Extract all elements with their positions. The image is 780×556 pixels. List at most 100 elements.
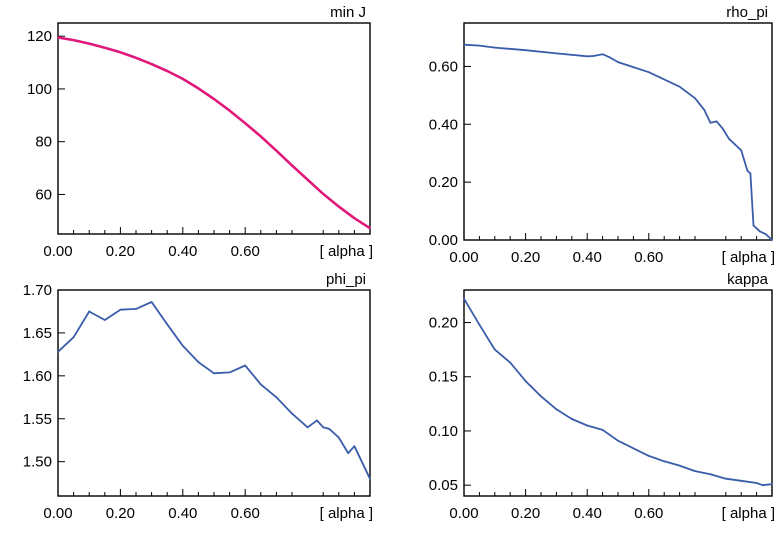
data-point-kappa [755, 482, 758, 484]
data-point-phi-pi [197, 361, 200, 363]
data-point-rho-pi [586, 55, 589, 58]
data-point-min-j [72, 39, 75, 42]
data-point-phi-pi [103, 319, 106, 321]
data-point-min-j [337, 205, 340, 208]
data-point-phi-pi [72, 336, 75, 339]
data-point-rho-pi [555, 52, 558, 55]
data-point-min-j [322, 193, 325, 195]
x-tick-label: 0.20 [106, 505, 135, 522]
data-point-phi-pi [57, 350, 59, 353]
x-tick-label: 0.60 [634, 249, 663, 266]
data-point-kappa [617, 439, 619, 442]
data-point-kappa [771, 483, 773, 485]
data-point-kappa [570, 418, 573, 420]
data-point-kappa [509, 361, 512, 364]
data-point-rho-pi [734, 143, 736, 146]
data-point-rho-pi [601, 53, 604, 56]
x-tick-label: 0.20 [106, 243, 135, 260]
data-point-rho-pi [749, 172, 752, 175]
data-point-kappa [478, 323, 481, 326]
y-tick-label: 1.70 [23, 282, 52, 299]
data-point-rho-pi [607, 55, 610, 58]
y-tick-label: 0.15 [429, 369, 458, 386]
data-point-min-j [119, 51, 122, 54]
data-point-min-j [291, 164, 293, 167]
data-point-min-j [259, 135, 262, 138]
data-point-rho-pi [752, 224, 755, 227]
data-point-min-j [369, 227, 371, 230]
data-point-kappa [493, 348, 496, 351]
data-point-min-j [275, 149, 278, 152]
x-axis-label: [ alpha ] [320, 243, 373, 260]
data-point-phi-pi [259, 383, 262, 386]
data-point-phi-pi [228, 371, 231, 374]
x-tick-label: 0.00 [43, 243, 72, 260]
series-line-phi-pi [57, 301, 371, 480]
panel-kappa: 0.00 0.20 0.40 0.60 [ alpha ] 0.05 0.10 0.15 0.2… [429, 271, 775, 522]
plot-frame [57, 22, 371, 235]
data-point-min-j [57, 36, 59, 39]
panel-rho-pi: 0.00 0.20 0.40 0.60 [ alpha ] 0.00 0.20 0.40 0.6… [429, 4, 775, 266]
y-tick-label: 1.50 [23, 454, 52, 471]
data-point-phi-pi [347, 452, 350, 454]
y-tick-label: 1.60 [23, 368, 52, 385]
data-point-phi-pi [166, 323, 169, 326]
data-point-min-j [103, 46, 106, 49]
y-tick-label: 1.55 [23, 411, 52, 428]
x-axis-label: [ alpha ] [722, 249, 775, 266]
data-point-phi-pi [316, 419, 318, 422]
x-tick-label: 0.60 [231, 505, 260, 522]
data-point-rho-pi [463, 43, 465, 46]
data-point-min-j [181, 78, 184, 80]
data-point-kappa [524, 380, 527, 382]
panel-title: phi_pi [326, 271, 366, 288]
data-point-phi-pi [328, 428, 331, 430]
data-point-phi-pi [213, 372, 215, 375]
x-axis-label: [ alpha ] [320, 505, 373, 522]
data-point-rho-pi [703, 108, 706, 111]
data-point-phi-pi [322, 426, 325, 429]
x-tick-label: 0.60 [231, 243, 260, 260]
x-tick-label: 0.60 [634, 505, 663, 522]
data-point-phi-pi [244, 364, 247, 367]
y-tick-label: 80 [35, 134, 52, 151]
panel-min-j: 0.00 0.20 0.40 0.60 [ alpha ] 60 80 100 120 min J [27, 4, 373, 260]
data-point-min-j [353, 217, 356, 220]
data-point-phi-pi [306, 426, 309, 429]
data-point-kappa [740, 479, 743, 482]
data-point-min-j [166, 70, 169, 72]
data-point-rho-pi [678, 85, 681, 88]
x-tick-label: 0.40 [168, 505, 197, 522]
data-point-rho-pi [755, 227, 758, 230]
data-point-kappa [678, 464, 681, 467]
data-point-min-j [135, 56, 137, 59]
x-tick-label: 0.00 [449, 249, 478, 266]
x-tick-label: 0.00 [43, 505, 72, 522]
data-point-rho-pi [493, 46, 496, 49]
data-point-phi-pi [291, 412, 293, 415]
data-point-min-j [306, 178, 309, 181]
data-point-rho-pi [524, 49, 527, 52]
series-line-rho-pi [463, 43, 773, 241]
data-point-phi-pi [337, 436, 340, 439]
data-point-rho-pi [721, 127, 724, 130]
y-tick-label: 0.10 [429, 423, 458, 440]
data-point-kappa [647, 454, 650, 457]
y-tick-label: 0.00 [429, 232, 458, 249]
data-point-phi-pi [275, 396, 278, 399]
y-tick-label: 0.05 [429, 477, 458, 494]
data-point-kappa [555, 408, 558, 411]
plot-frame [463, 22, 773, 241]
series-line-kappa [463, 298, 773, 487]
series-line-min-j [57, 36, 371, 230]
data-point-kappa [632, 447, 635, 450]
data-point-rho-pi [592, 55, 595, 57]
data-point-rho-pi [478, 44, 481, 47]
data-point-min-j [228, 109, 231, 112]
panel-title: min J [330, 4, 366, 21]
x-tick-label: 0.40 [573, 249, 602, 266]
data-point-kappa [540, 395, 542, 398]
y-tick-label: 0.40 [429, 116, 458, 133]
data-point-rho-pi [764, 233, 767, 236]
